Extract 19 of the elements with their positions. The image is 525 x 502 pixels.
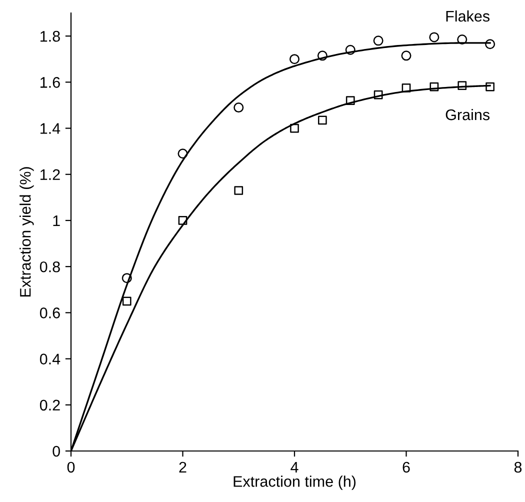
x-tick-label: 4 (290, 462, 298, 472)
y-tick-label: 0 (52, 446, 60, 457)
x-tick-label: 0 (67, 462, 75, 473)
x-tick-label: 8 (514, 462, 522, 473)
x-tick-label: 6 (402, 462, 410, 473)
y-tick-label: 0.8 (40, 261, 60, 272)
y-tick-label: 1.6 (40, 77, 60, 88)
y-tick-label: 1 (53, 216, 60, 226)
x-axis-title: Extraction time (h) (234, 476, 356, 490)
series-label: Grains (446, 108, 490, 120)
y-tick-label: 1.4 (40, 123, 60, 134)
y-tick-label: 0.6 (40, 308, 60, 318)
y-tick-label: 1.2 (40, 169, 60, 180)
series-label: Flakes (446, 10, 490, 22)
y-tick-label: 0.2 (40, 400, 60, 411)
y-tick-label: 1.8 (40, 30, 60, 42)
x-tick-label: 2 (179, 462, 186, 472)
y-axis-title: Extraction yield (%) (20, 167, 34, 297)
y-tick-label: 0.4 (40, 354, 60, 364)
